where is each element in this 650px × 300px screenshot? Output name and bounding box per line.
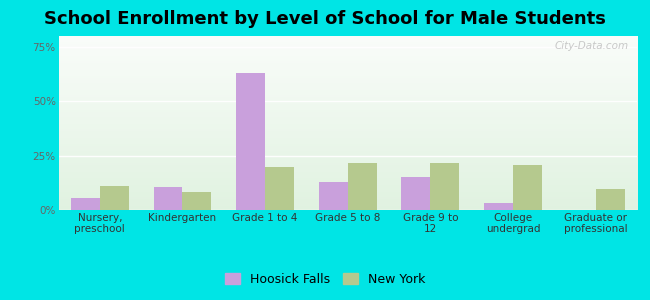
Text: School Enrollment by Level of School for Male Students: School Enrollment by Level of School for… bbox=[44, 11, 606, 28]
Legend: Hoosick Falls, New York: Hoosick Falls, New York bbox=[220, 268, 430, 291]
Bar bbox=[430, 163, 460, 210]
Bar bbox=[183, 191, 211, 210]
Bar bbox=[595, 189, 625, 210]
Bar bbox=[236, 73, 265, 210]
Bar bbox=[513, 165, 542, 210]
Bar bbox=[484, 203, 513, 210]
Bar bbox=[348, 163, 377, 210]
Text: City-Data.com: City-Data.com bbox=[554, 41, 629, 51]
Bar bbox=[71, 198, 100, 210]
Bar bbox=[153, 187, 183, 210]
Bar bbox=[100, 186, 129, 210]
Bar bbox=[318, 182, 348, 210]
Bar bbox=[402, 177, 430, 210]
Bar bbox=[265, 167, 294, 210]
